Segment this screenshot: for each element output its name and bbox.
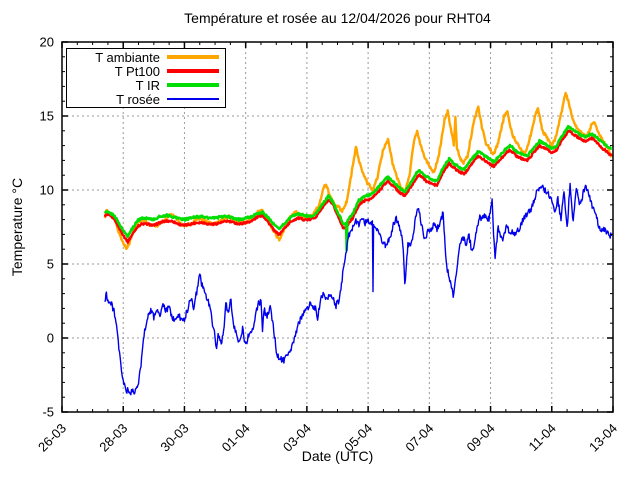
legend-label-ambiante: T ambiante — [95, 49, 160, 65]
legend-label-ir: T IR — [135, 77, 160, 93]
legend-line-pt100 — [167, 69, 219, 73]
legend-line-ir — [167, 83, 219, 87]
chart-title: Température et rosée au 12/04/2026 pour … — [184, 10, 491, 26]
svg-text:15: 15 — [40, 109, 54, 124]
legend-label-pt100: T Pt100 — [114, 63, 160, 79]
legend: T ambiante T Pt100 T IR T rosée — [66, 48, 226, 108]
svg-text:0: 0 — [47, 331, 54, 346]
svg-text:-5: -5 — [42, 405, 54, 420]
legend-line-ambiante — [167, 55, 219, 59]
svg-text:20: 20 — [40, 35, 54, 50]
legend-item-ir: T IR — [67, 79, 225, 92]
svg-text:5: 5 — [47, 257, 54, 272]
legend-line-rosee — [167, 98, 219, 100]
legend-item-rosee: T rosée — [67, 93, 225, 106]
x-axis-label: Date (UTC) — [301, 448, 374, 464]
legend-label-rosee: T rosée — [116, 91, 160, 107]
legend-item-pt100: T Pt100 — [67, 65, 225, 78]
y-axis-label: Temperature °C — [9, 177, 25, 277]
svg-text:10: 10 — [40, 183, 54, 198]
legend-item-ambiante: T ambiante — [67, 51, 225, 64]
